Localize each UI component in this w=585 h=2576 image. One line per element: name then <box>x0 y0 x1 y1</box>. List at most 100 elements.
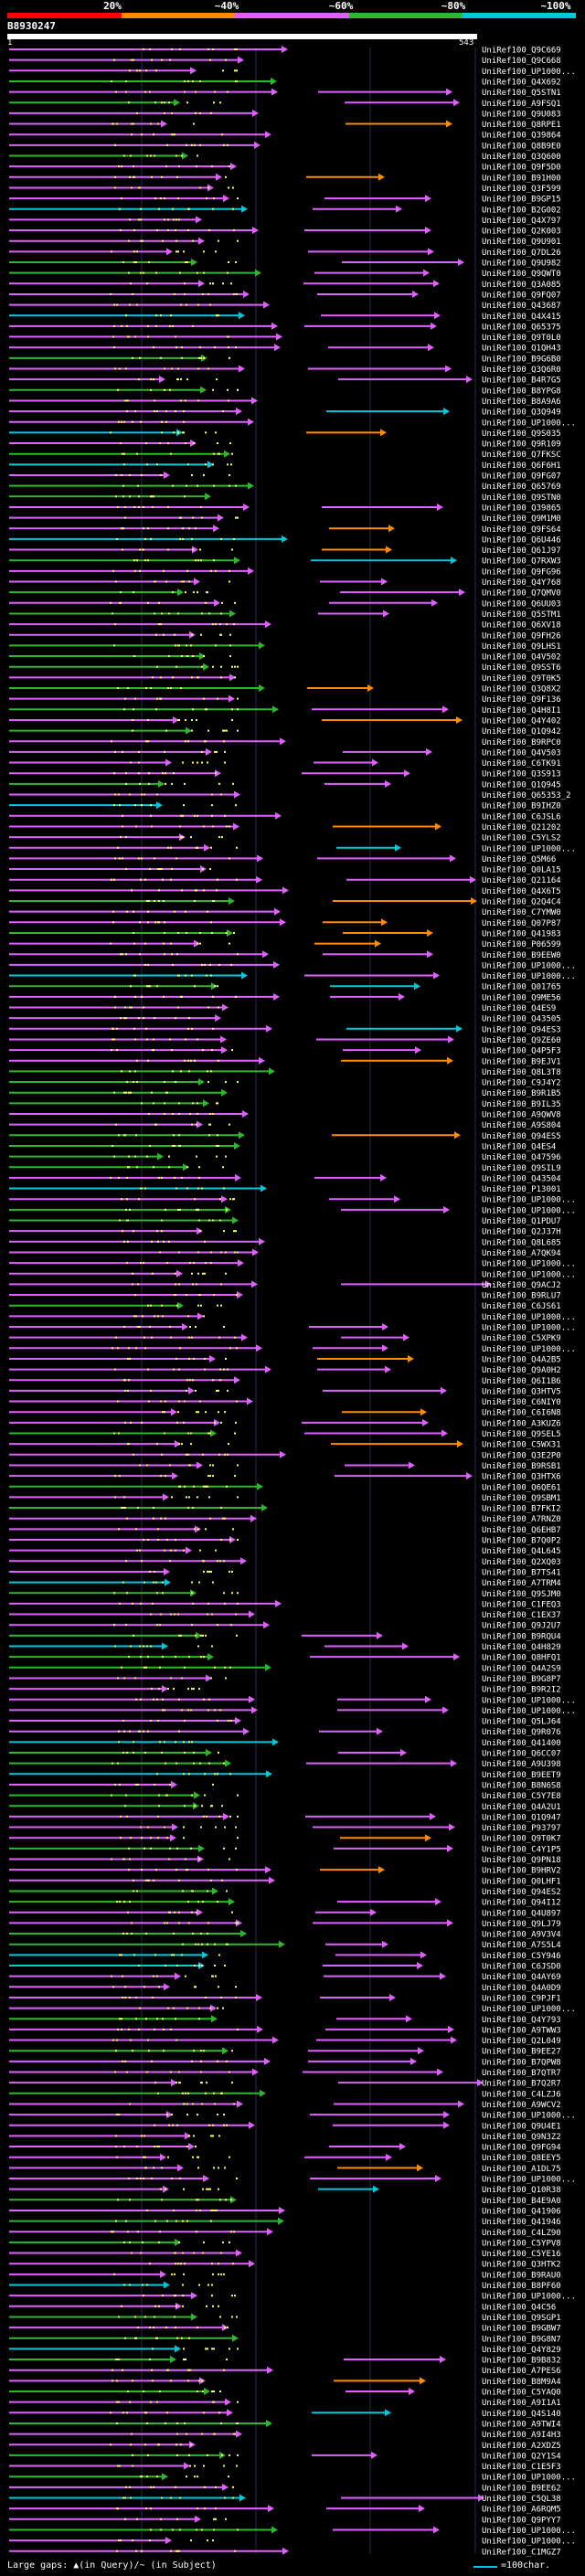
hit-row[interactable]: UniRef100_Q43504 <box>9 1173 561 1184</box>
hit-row[interactable]: UniRef100_A6RQM5 <box>9 2505 561 2515</box>
hit-label[interactable]: UniRef100_Q9PN18 <box>482 1856 561 1865</box>
hit-label[interactable]: UniRef100_B8PF60 <box>482 2282 561 2291</box>
hit-row[interactable]: UniRef100_Q1Q945 <box>9 779 561 790</box>
hit-label[interactable]: UniRef100_P93797 <box>482 1824 561 1833</box>
hit-row[interactable]: UniRef100_Q3Q949 <box>9 408 561 418</box>
hit-row[interactable]: UniRef100_Q4V503 <box>9 747 561 758</box>
hit-row[interactable]: UniRef100_Q21164 <box>9 875 561 886</box>
hit-row[interactable]: UniRef100_A7TRM4 <box>9 1578 561 1589</box>
hit-row[interactable]: UniRef100_C7YMW0 <box>9 907 561 918</box>
hit-row[interactable]: UniRef100_Q5STN1 <box>9 88 561 99</box>
hit-row[interactable]: UniRef100_Q9A0H2 <box>9 1365 561 1376</box>
hit-row[interactable]: UniRef100_Q7DL26 <box>9 248 561 258</box>
hit-row[interactable]: UniRef100_B4R7G5 <box>9 376 561 386</box>
hit-row[interactable]: UniRef100_Q9FS64 <box>9 525 561 535</box>
hit-row[interactable]: UniRef100_C9J4Y2 <box>9 1078 561 1088</box>
hit-row[interactable]: UniRef100_Q4V502 <box>9 652 561 663</box>
hit-row[interactable]: UniRef100_B9HRV2 <box>9 1866 561 1876</box>
hit-label[interactable]: UniRef100_A7QK94 <box>482 1249 561 1258</box>
hit-label[interactable]: UniRef100_C5YAQ0 <box>482 2389 561 2398</box>
hit-label[interactable]: UniRef100_Q4V503 <box>482 748 561 758</box>
hit-row[interactable]: UniRef100_Q1Q942 <box>9 726 561 737</box>
hit-row[interactable]: UniRef100_Q8L685 <box>9 1237 561 1248</box>
hit-row[interactable]: UniRef100_Q9PN18 <box>9 1855 561 1866</box>
hit-row[interactable]: UniRef100_UP1000... <box>9 418 576 429</box>
hit-label[interactable]: UniRef100_A9QWV8 <box>482 1111 561 1120</box>
hit-row[interactable]: UniRef100_UP1000... <box>9 2292 576 2302</box>
hit-label[interactable]: UniRef100_Q4X415 <box>482 313 561 322</box>
hit-label[interactable]: UniRef100_C1E5F3 <box>482 2463 561 2472</box>
hit-row[interactable]: UniRef100_Q41983 <box>9 928 561 938</box>
hit-row[interactable]: UniRef100_Q0LA15 <box>9 865 561 875</box>
hit-row[interactable]: UniRef100_Q41400 <box>9 1738 561 1748</box>
hit-label[interactable]: UniRef100_C6I6N8 <box>482 1409 561 1418</box>
hit-row[interactable]: UniRef100_Q9LHS1 <box>9 641 561 652</box>
hit-label[interactable]: UniRef100_B7TS41 <box>482 1568 561 1577</box>
hit-row[interactable]: UniRef100_UP1000... <box>9 1323 576 1333</box>
hit-label[interactable]: UniRef100_Q65353_2 <box>482 791 571 800</box>
hit-label[interactable]: UniRef100_C6JS61 <box>482 1302 561 1311</box>
hit-label[interactable]: UniRef100_Q2Q4C4 <box>482 898 561 907</box>
hit-row[interactable]: UniRef100_Q43687 <box>9 301 561 312</box>
hit-label[interactable]: UniRef100_Q07P87 <box>482 919 561 928</box>
hit-label[interactable]: UniRef100_A7PES6 <box>482 2367 561 2376</box>
hit-label[interactable]: UniRef100_Q4X6T5 <box>482 887 561 896</box>
hit-row[interactable]: UniRef100_C6TK91 <box>9 758 561 769</box>
hit-row[interactable]: UniRef100_B8A9A6 <box>9 397 561 407</box>
hit-label[interactable]: UniRef100_Q5STN1 <box>482 89 561 98</box>
hit-label[interactable]: UniRef100_A9FSQ1 <box>482 100 561 109</box>
hit-row[interactable]: UniRef100_A7S5L4 <box>9 1940 561 1951</box>
hit-row[interactable]: UniRef100_Q9SBM1 <box>9 1493 561 1503</box>
hit-row[interactable]: UniRef100_B91H00 <box>9 173 561 184</box>
hit-label[interactable]: UniRef100_Q9R109 <box>482 440 561 450</box>
hit-label[interactable]: UniRef100_UP1000... <box>482 1270 576 1279</box>
hit-row[interactable]: UniRef100_C5WX31 <box>9 1440 561 1450</box>
hit-row[interactable]: UniRef100_B9GP15 <box>9 195 561 205</box>
hit-label[interactable]: UniRef100_Q43505 <box>482 1015 561 1024</box>
hit-row[interactable]: UniRef100_Q47596 <box>9 1152 561 1163</box>
hit-label[interactable]: UniRef100_Q2L049 <box>482 2037 561 2046</box>
hit-label[interactable]: UniRef100_Q2Y1S4 <box>482 2452 561 2461</box>
hit-label[interactable]: UniRef100_UP1000... <box>482 972 576 981</box>
hit-row[interactable]: UniRef100_C5QL38 <box>9 2494 561 2505</box>
hit-row[interactable]: UniRef100_Q2L049 <box>9 2036 561 2047</box>
hit-label[interactable]: UniRef100_Q6CC07 <box>482 1750 561 1759</box>
hit-row[interactable]: UniRef100_Q9PYY7 <box>9 2515 561 2526</box>
hit-label[interactable]: UniRef100_A7S5L4 <box>482 1941 561 1950</box>
hit-row[interactable]: UniRef100_Q9F136 <box>9 694 561 705</box>
hit-row[interactable]: UniRef100_Q94ES3 <box>9 1024 561 1035</box>
hit-row[interactable]: UniRef100_Q6UU03 <box>9 599 561 610</box>
hit-row[interactable]: UniRef100_C4LZ90 <box>9 2228 561 2238</box>
hit-row[interactable]: UniRef100_Q6XV18 <box>9 620 561 631</box>
hit-label[interactable]: UniRef100_Q9F5D0 <box>482 164 561 173</box>
hit-row[interactable]: UniRef100_C5XPK9 <box>9 1333 561 1344</box>
hit-row[interactable]: UniRef100_Q8B9E0 <box>9 141 561 152</box>
hit-row[interactable]: UniRef100_Q41946 <box>9 2217 561 2228</box>
hit-label[interactable]: UniRef100_Q21202 <box>482 823 561 832</box>
hit-row[interactable]: UniRef100_Q39864 <box>9 131 561 141</box>
hit-row[interactable]: UniRef100_A2XDZ5 <box>9 2441 561 2451</box>
hit-label[interactable]: UniRef100_Q9SGP1 <box>482 2314 561 2323</box>
hit-row[interactable]: UniRef100_Q9SST6 <box>9 663 561 673</box>
hit-label[interactable]: UniRef100_Q9T0K5 <box>482 674 561 684</box>
hit-row[interactable]: UniRef100_Q9C669 <box>9 46 561 56</box>
hit-label[interactable]: UniRef100_Q41983 <box>482 929 561 938</box>
hit-row[interactable]: UniRef100_B7TS41 <box>9 1567 561 1578</box>
hit-label[interactable]: UniRef100_Q41946 <box>482 2218 561 2227</box>
hit-row[interactable]: UniRef100_C6JSD0 <box>9 1962 561 1972</box>
hit-row[interactable]: UniRef100_Q4P5F3 <box>9 1046 561 1056</box>
hit-row[interactable]: UniRef100_Q9FG07 <box>9 472 561 482</box>
hit-label[interactable]: UniRef100_UP1000... <box>482 2538 576 2547</box>
hit-label[interactable]: UniRef100_Q43687 <box>482 302 561 311</box>
hit-row[interactable]: UniRef100_UP1000... <box>9 1269 576 1280</box>
hit-label[interactable]: UniRef100_Q4ES4 <box>482 1142 556 1151</box>
hit-label[interactable]: UniRef100_Q8L685 <box>482 1238 561 1247</box>
hit-row[interactable]: UniRef100_Q4A2S9 <box>9 1663 561 1674</box>
hit-label[interactable]: UniRef100_Q2K003 <box>482 228 561 237</box>
hit-label[interactable]: UniRef100_UP1000... <box>482 1196 576 1205</box>
hit-label[interactable]: UniRef100_A6RQM5 <box>482 2506 561 2515</box>
hit-label[interactable]: UniRef100_Q61J97 <box>482 546 561 556</box>
hit-label[interactable]: UniRef100_A9S804 <box>482 1121 561 1130</box>
hit-row[interactable]: UniRef100_Q5M66 <box>9 854 556 864</box>
hit-label[interactable]: UniRef100_B9RLU7 <box>482 1292 561 1301</box>
